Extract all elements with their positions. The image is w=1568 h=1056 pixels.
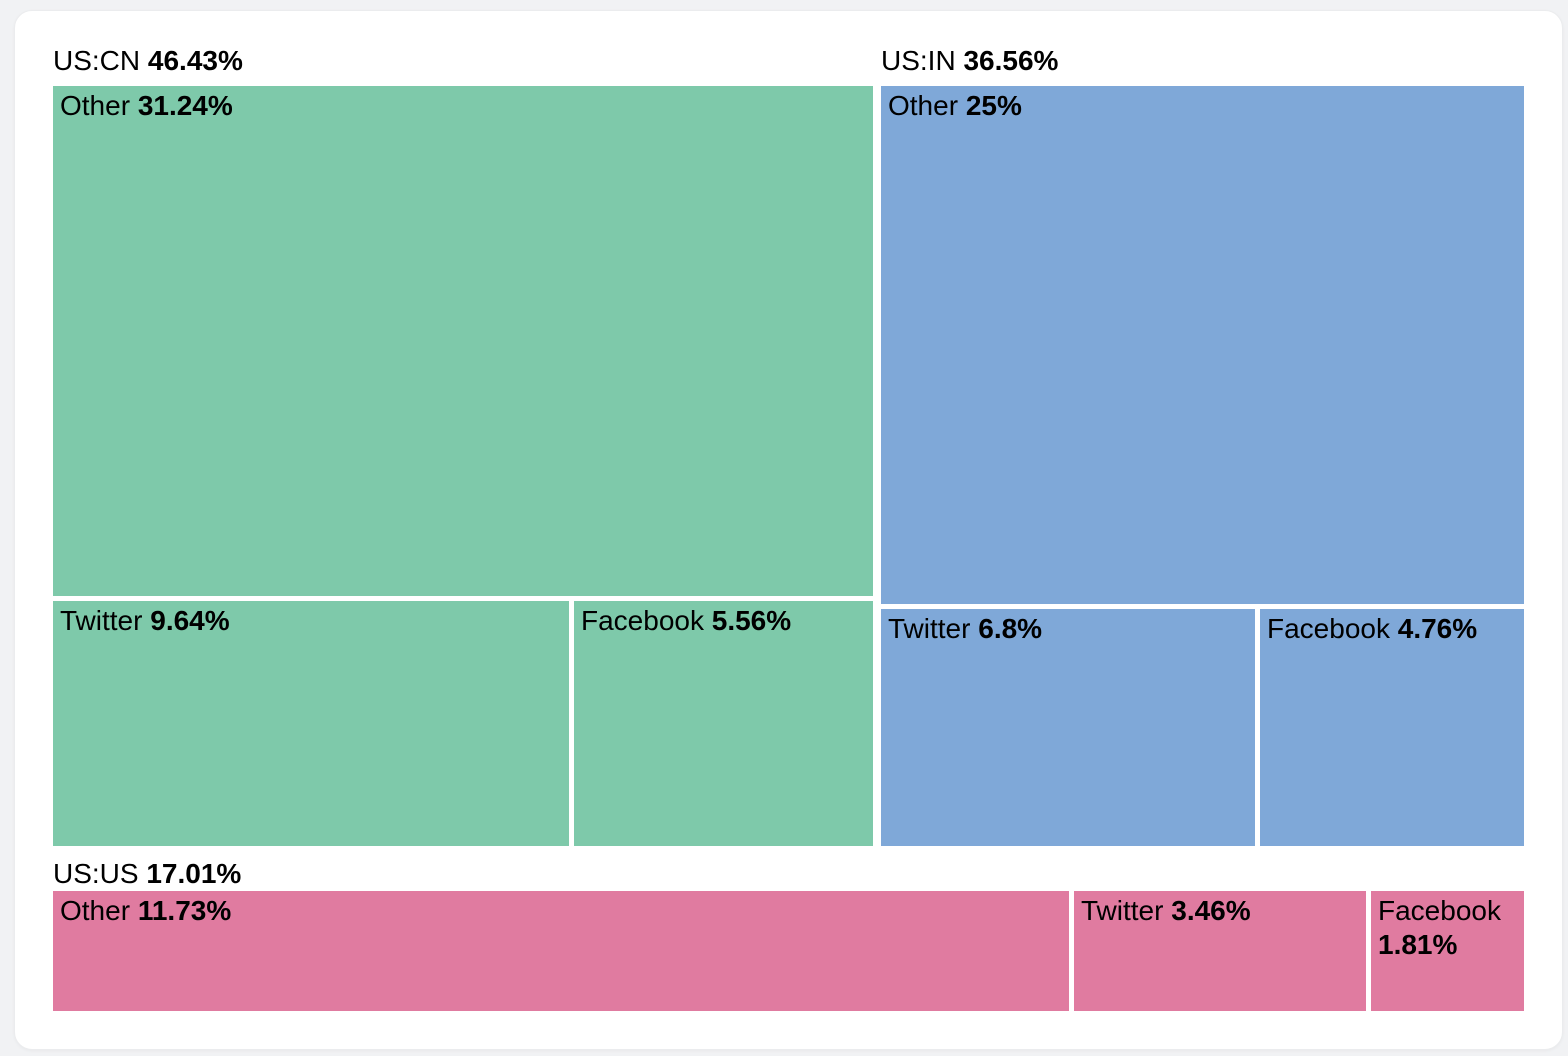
treemap-cell-us-in-twitter[interactable]: Twitter 6.8% xyxy=(881,609,1255,846)
cell-name: Other xyxy=(888,90,959,121)
group-label-us-in: US:IN 36.56% xyxy=(881,45,1058,77)
treemap-cell-us-cn-twitter[interactable]: Twitter 9.64% xyxy=(53,601,569,846)
cell-value: 3.46% xyxy=(1171,895,1251,926)
group-value: 17.01% xyxy=(146,858,242,889)
treemap-cell-us-us-other[interactable]: Other 11.73% xyxy=(53,891,1069,1011)
cell-name: Other xyxy=(60,895,131,926)
cell-name: Twitter xyxy=(888,613,971,644)
treemap-cell-us-in-other[interactable]: Other 25% xyxy=(881,86,1524,604)
cell-name: Facebook xyxy=(581,605,704,636)
cell-label: Facebook 4.76% xyxy=(1260,609,1524,646)
cell-name: Facebook xyxy=(1267,613,1390,644)
cell-name: Other xyxy=(60,90,131,121)
cell-label: Facebook 1.81% xyxy=(1371,891,1524,962)
cell-label: Other 25% xyxy=(881,86,1524,123)
cell-label: Twitter 9.64% xyxy=(53,601,569,638)
cell-value: 9.64% xyxy=(150,605,230,636)
cell-value: 6.8% xyxy=(978,613,1043,644)
cell-name: Twitter xyxy=(1081,895,1164,926)
cell-label: Facebook 5.56% xyxy=(574,601,873,638)
group-name: US:US xyxy=(53,858,139,889)
cell-value: 1.81% xyxy=(1378,929,1458,960)
group-value: 36.56% xyxy=(963,45,1059,76)
treemap-cell-us-us-facebook[interactable]: Facebook 1.81% xyxy=(1371,891,1524,1011)
cell-name: Twitter xyxy=(60,605,143,636)
cell-value: 5.56% xyxy=(711,605,792,636)
treemap-cell-us-us-twitter[interactable]: Twitter 3.46% xyxy=(1074,891,1366,1011)
group-label-us-cn: US:CN 46.43% xyxy=(53,45,243,77)
treemap-cell-us-cn-other[interactable]: Other 31.24% xyxy=(53,86,873,596)
cell-name: Facebook xyxy=(1378,895,1501,926)
treemap-cell-us-in-facebook[interactable]: Facebook 4.76% xyxy=(1260,609,1524,846)
cell-label: Other 31.24% xyxy=(53,86,873,123)
group-value: 46.43% xyxy=(147,45,243,76)
treemap-card: US:CN 46.43% Other 31.24% Twitter 9.64% … xyxy=(14,10,1563,1050)
cell-label: Twitter 6.8% xyxy=(881,609,1255,646)
cell-value: 25% xyxy=(965,90,1022,121)
treemap-cell-us-cn-facebook[interactable]: Facebook 5.56% xyxy=(574,601,873,846)
group-name: US:IN xyxy=(881,45,956,76)
cell-value: 4.76% xyxy=(1397,613,1478,644)
group-label-us-us: US:US 17.01% xyxy=(53,858,241,890)
cell-value: 31.24% xyxy=(137,90,233,121)
group-name: US:CN xyxy=(53,45,141,76)
cell-value: 11.73% xyxy=(137,895,232,926)
cell-label: Other 11.73% xyxy=(53,891,1069,928)
cell-label: Twitter 3.46% xyxy=(1074,891,1366,928)
treemap-chart: US:CN 46.43% Other 31.24% Twitter 9.64% … xyxy=(53,45,1524,1011)
